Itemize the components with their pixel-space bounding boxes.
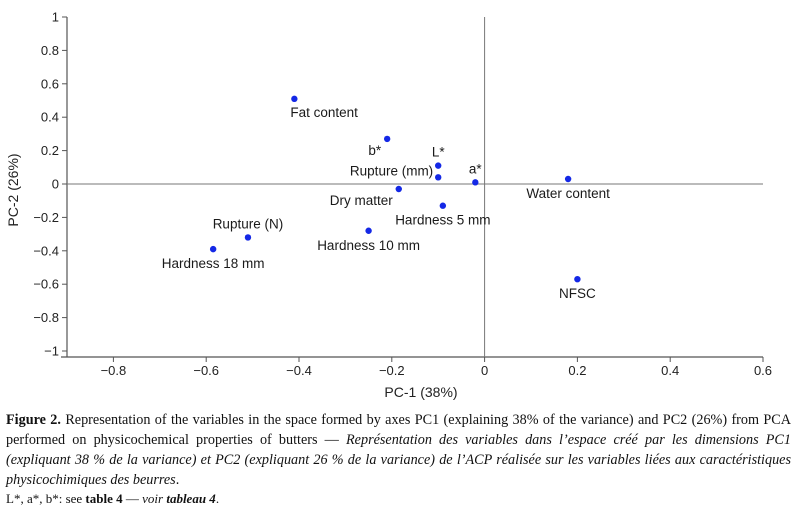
point-label: Fat content bbox=[290, 105, 358, 120]
note-ref-en: table 4 bbox=[85, 491, 123, 506]
data-point bbox=[209, 245, 217, 253]
figure-label: Figure 2. bbox=[6, 412, 61, 428]
x-tick-label: 0.6 bbox=[754, 363, 772, 378]
data-point bbox=[574, 275, 581, 283]
note-ref-fr-bold: tableau 4 bbox=[166, 491, 216, 506]
point-label: Hardness 10 mm bbox=[317, 238, 420, 253]
data-point bbox=[244, 234, 252, 241]
y-tick-label: −1 bbox=[44, 344, 59, 359]
data-point bbox=[435, 174, 442, 181]
data-point bbox=[365, 227, 372, 234]
y-tick-label: 0.2 bbox=[41, 143, 59, 158]
x-tick-label: 0.2 bbox=[568, 363, 586, 378]
y-tick-label: −0.2 bbox=[33, 210, 59, 225]
caption-english: Representation of the variables in the s… bbox=[6, 412, 791, 448]
point-label: b* bbox=[368, 143, 382, 158]
y-tick-label: 0.4 bbox=[41, 110, 59, 125]
y-tick-label: 1 bbox=[52, 10, 59, 25]
x-tick-label: −0.2 bbox=[379, 363, 405, 378]
y-tick-label: 0.8 bbox=[41, 43, 59, 58]
data-point bbox=[472, 179, 479, 186]
y-tick-label: −0.6 bbox=[33, 277, 59, 292]
y-tick-label: 0 bbox=[52, 177, 59, 192]
ticks: 1 0.8 0.6 0.4 0.2 0 −0.2 −0.4 −0.6 −0.8 −1 −0.8 −0.6… bbox=[33, 10, 772, 379]
x-tick-label: 0 bbox=[481, 363, 488, 378]
figure-caption: Figure 2. Representation of the variable… bbox=[6, 410, 791, 490]
point-label: Hardness 5 mm bbox=[395, 213, 490, 228]
caption-end: . bbox=[175, 472, 180, 488]
point-label: Rupture (N) bbox=[213, 216, 284, 231]
data-point bbox=[383, 135, 391, 143]
y-tick-label: −0.8 bbox=[33, 310, 59, 325]
y-axis-title: PC-2 (26%) bbox=[5, 153, 21, 226]
axes bbox=[61, 17, 763, 358]
data-point bbox=[291, 95, 298, 103]
data-point bbox=[564, 175, 572, 183]
note-prefix: L*, a*, b*: see bbox=[6, 491, 86, 506]
data-point bbox=[439, 202, 447, 209]
point-label: L* bbox=[432, 145, 446, 160]
data-point bbox=[395, 185, 402, 193]
x-tick-label: −0.6 bbox=[193, 363, 219, 378]
point-label: Rupture (mm) bbox=[350, 163, 433, 178]
point-label: NFSC bbox=[559, 286, 596, 301]
x-tick-label: −0.8 bbox=[101, 363, 127, 378]
x-axis-title: PC-1 (38%) bbox=[384, 384, 457, 400]
data-point bbox=[435, 162, 442, 169]
note-ref-fr: voir bbox=[142, 491, 167, 506]
x-tick-label: −0.4 bbox=[286, 363, 312, 378]
note-dash: — bbox=[122, 491, 143, 506]
note-end: . bbox=[215, 491, 220, 506]
x-tick-label: 0.4 bbox=[661, 363, 679, 378]
point-label: Dry matter bbox=[330, 193, 394, 208]
point-label: Hardness 18 mm bbox=[162, 256, 265, 271]
figure-note: L*, a*, b*: see table 4 — voir tableau 4… bbox=[6, 491, 219, 507]
caption-french: Représentation des variables dans l’espa… bbox=[6, 432, 791, 488]
y-tick-label: −0.4 bbox=[33, 243, 59, 258]
y-tick-label: 0.6 bbox=[41, 76, 59, 91]
pca-variables-chart: 1 0.8 0.6 0.4 0.2 0 −0.2 −0.4 −0.6 −0.8 −1 −0.8 −0.6… bbox=[5, 10, 772, 401]
point-label: Water content bbox=[526, 186, 610, 201]
point-label: a* bbox=[469, 161, 483, 176]
